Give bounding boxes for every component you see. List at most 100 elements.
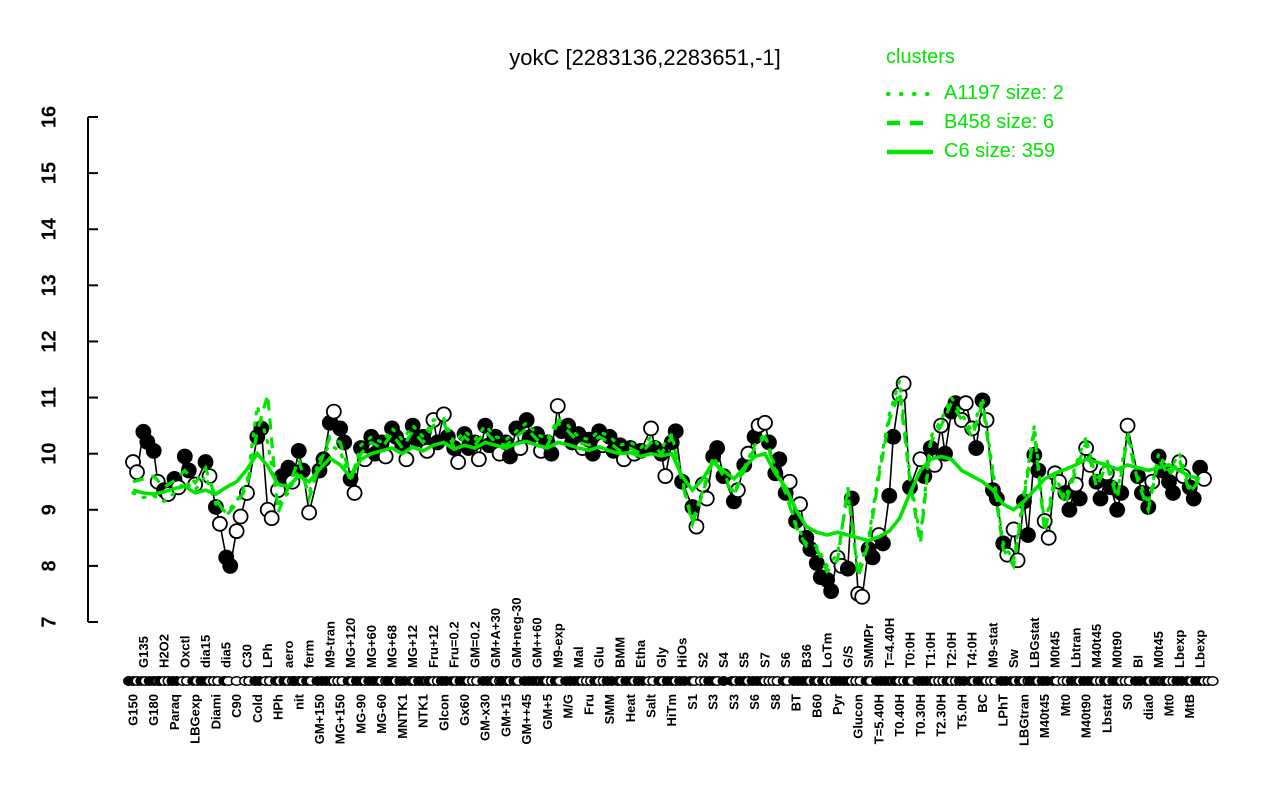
condition-label: GM+15 xyxy=(498,694,513,737)
condition-label: M/G xyxy=(561,694,576,719)
condition-label: T=4.40H xyxy=(882,618,897,668)
open-point xyxy=(757,414,773,431)
condition-label: Etha xyxy=(633,639,648,668)
cluster-line-dashed-b458 xyxy=(132,391,1202,578)
legend-header: clusters xyxy=(886,46,955,68)
y-tick-label: 15 xyxy=(38,162,60,184)
condition-label: S1 xyxy=(685,694,700,710)
condition-label: Mt0 xyxy=(1162,694,1177,716)
solid-line-icon xyxy=(887,149,933,154)
condition-label: MG+60 xyxy=(364,625,379,668)
condition-label: G180 xyxy=(146,694,161,726)
chart-title: yokC [2283136,2283651,-1] xyxy=(509,45,781,70)
legend-item-a1197: A1197 size: 2 xyxy=(886,79,1064,108)
legend-label: C6 size: 359 xyxy=(944,140,1056,162)
filled-point xyxy=(1185,490,1202,507)
condition-label: GM+5 xyxy=(540,694,555,730)
filled-point xyxy=(502,448,518,465)
condition-label: S8 xyxy=(768,694,783,710)
condition-label: Glcon xyxy=(436,694,451,731)
y-tick-label: 7 xyxy=(38,616,60,627)
condition-label: H2O2 xyxy=(157,634,172,668)
open-point xyxy=(1119,417,1136,434)
open-point xyxy=(470,451,487,468)
x-axis-labels: G150 G135 G180 H2O2 Paraq Oxctl LBGexp dia15 Dia… xyxy=(126,598,1208,746)
condition-label: Lbexp xyxy=(1172,630,1187,668)
condition-label: Lbtran xyxy=(1068,628,1083,669)
filled-point xyxy=(1071,490,1088,507)
condition-label: dia15 xyxy=(198,635,213,668)
filled-point xyxy=(709,440,726,456)
condition-label: T1:0H xyxy=(923,632,938,668)
condition-label: dia0 xyxy=(1141,694,1156,720)
condition-label: SMM xyxy=(602,694,617,724)
condition-label: T2:0H xyxy=(944,632,959,668)
condition-label: S3 xyxy=(706,694,721,710)
condition-label: dia5 xyxy=(219,642,234,668)
open-point xyxy=(657,468,674,485)
condition-label: MG+12 xyxy=(405,625,420,668)
dotted-line-icon xyxy=(886,91,934,96)
filled-point xyxy=(180,462,197,479)
condition-label: GM-x30 xyxy=(478,694,493,741)
condition-label: Glucon xyxy=(851,694,866,739)
filled-point xyxy=(290,442,307,459)
condition-label: S6 xyxy=(747,694,762,710)
condition-label: S4 xyxy=(716,651,731,668)
condition-label: BMM xyxy=(612,637,627,668)
condition-label: LPh xyxy=(260,643,275,668)
y-tick-label: 11 xyxy=(38,387,60,408)
condition-label: G/S xyxy=(840,645,855,668)
condition-label: MG-60 xyxy=(374,694,389,734)
open-point xyxy=(201,468,218,485)
condition-label: BC xyxy=(975,693,990,712)
legend-label: A1197 size: 2 xyxy=(944,82,1064,104)
condition-label: M9-exp xyxy=(550,623,565,668)
condition-label: LBGstat xyxy=(1027,617,1042,668)
condition-label: HiOs xyxy=(675,638,690,668)
filled-point xyxy=(332,420,349,437)
filled-point xyxy=(1109,501,1126,518)
condition-label: T=5.40H xyxy=(871,694,886,744)
condition-label: GM+A+30 xyxy=(488,608,503,668)
condition-label: Gly xyxy=(654,646,669,668)
condition-label: T0:0H xyxy=(903,632,918,668)
condition-label: T4:0H xyxy=(965,632,980,668)
condition-label: LoTm xyxy=(820,633,835,668)
condition-label: SMMPr xyxy=(861,624,876,668)
condition-label: aero xyxy=(281,640,296,668)
condition-label: MG-90 xyxy=(353,694,368,734)
open-point xyxy=(346,485,363,501)
condition-label: Diami xyxy=(208,694,223,729)
y-tick-label: 8 xyxy=(38,560,60,571)
condition-label: nit xyxy=(291,693,306,710)
condition-label: S7 xyxy=(757,652,772,668)
filled-point xyxy=(968,440,985,456)
condition-label: C90 xyxy=(229,694,244,718)
legend-label: B458 size: 6 xyxy=(944,111,1055,133)
condition-label: MtB xyxy=(1182,694,1197,719)
filled-point xyxy=(1165,485,1181,501)
condition-label: ferm xyxy=(302,640,317,668)
filled-point xyxy=(145,442,162,459)
open-point xyxy=(263,510,280,527)
condition-label: S3 xyxy=(726,694,741,710)
filled-point xyxy=(176,448,193,465)
condition-label: MG+68 xyxy=(385,625,400,668)
y-tick-label: 16 xyxy=(38,106,60,128)
condition-label: Paraq xyxy=(167,694,182,730)
condition-label: BI xyxy=(1130,655,1145,668)
filled-point xyxy=(885,428,902,445)
open-point xyxy=(912,451,929,468)
filled-point xyxy=(771,451,788,468)
condition-label: NTK1 xyxy=(416,694,431,728)
condition-label: LBGexp xyxy=(188,694,203,744)
filled-point xyxy=(864,549,881,566)
filled-point xyxy=(1061,501,1078,518)
y-tick-label: 13 xyxy=(38,274,60,296)
y-tick-label: 14 xyxy=(38,217,60,240)
condition-label: M9-tran xyxy=(322,621,337,668)
condition-label: LPhT xyxy=(996,694,1011,727)
condition-label: Gx60 xyxy=(457,694,472,726)
condition-label: S5 xyxy=(737,652,752,668)
